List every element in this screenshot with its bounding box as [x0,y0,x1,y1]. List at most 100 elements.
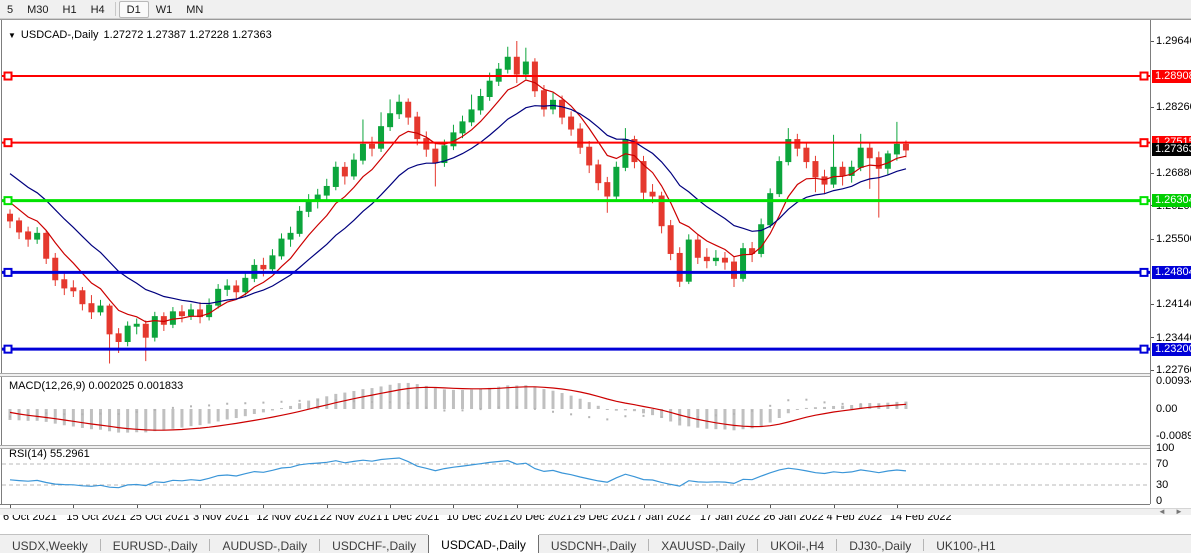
horizontal-scrollbar[interactable]: ◄ ► [0,507,1191,516]
chart-title-dropdown-icon[interactable]: ▼ [8,30,16,40]
macd-histogram-bar [225,409,229,420]
line-drag-handle[interactable] [3,71,13,81]
macd-osma-dot [461,409,464,412]
timeframe-button-m30[interactable]: M30 [27,3,49,16]
timeframe-button-d1[interactable]: D1 [118,0,149,18]
macd-histogram-bar [8,409,12,420]
tab-usdx[interactable]: USDX,Weekly [12,538,88,553]
macd-osma-dot [371,401,373,404]
timeframe-button-h4[interactable]: H4 [90,3,105,16]
pane-separator[interactable] [0,373,1150,377]
macd-osma-dot [99,412,102,415]
macd-histogram-bar [859,403,863,409]
chart-area[interactable]: ▼ USDCAD-,Daily 1.27272 1.27387 1.27228 … [0,19,1191,534]
macd-histogram-bar [813,407,817,409]
macd-histogram-bar [361,389,365,409]
date-tick [73,505,75,509]
tab-separator [757,539,759,551]
date-tick [643,505,645,509]
timeframe-button-w1[interactable]: W1 [155,3,173,16]
scroll-right-icon[interactable]: ► [1175,507,1183,516]
rsi-axis-label: 100 [1156,442,1175,455]
candle-body [459,121,466,134]
macd-osma-dot [895,404,898,407]
macd-histogram-bar [904,401,908,409]
macd-histogram-bar [35,409,39,421]
candle-body [61,279,68,289]
tab-usdcad-[interactable]: USDCAD-,Daily [428,535,539,553]
macd-histogram-bar [569,395,573,409]
macd-histogram-bar [171,409,175,429]
timeframe-button-mn[interactable]: MN [186,3,204,16]
macd-osma-dot [389,401,392,404]
macd-histogram-bar [786,409,790,414]
scroll-left-icon[interactable]: ◄ [1158,507,1166,516]
tab-xauusd-[interactable]: XAUUSD-,Daily [661,538,746,553]
macd-histogram-bar [723,409,727,430]
candle-body [812,161,819,178]
macd-histogram-bar [325,396,329,409]
line-drag-handle[interactable] [3,267,13,277]
line-drag-handle[interactable] [1139,138,1149,148]
tab-usdchf-[interactable]: USDCHF-,Daily [332,538,417,553]
candle-body [323,185,330,196]
macd-histogram-bar [587,402,591,409]
line-drag-handle[interactable] [1139,71,1149,81]
candle-body [25,231,32,240]
candle-body [486,80,493,98]
candle-body [848,166,855,176]
price-chart-canvas[interactable] [0,20,1150,528]
line-drag-handle[interactable] [1139,196,1149,206]
line-drag-handle[interactable] [3,138,13,148]
macd-signal-line [9,386,907,431]
tab-ukoil-[interactable]: UKOil-,H4 [770,538,825,553]
candle-body [432,148,439,164]
macd-histogram-bar [660,409,664,418]
timeframe-button-5[interactable]: 5 [7,3,14,16]
candle-body [115,333,122,342]
tab-uk100-[interactable]: UK100-,H1 [936,538,996,553]
macd-osma-dot [45,412,48,415]
date-tick [516,505,518,509]
candle-body [893,143,900,155]
macd-histogram-bar [651,409,655,416]
macd-histogram-bar [804,407,808,409]
line-drag-handle[interactable] [1139,267,1149,277]
tab-eurusd-[interactable]: EURUSD-,Daily [112,538,198,553]
macd-osma-dot [805,398,808,401]
line-drag-handle[interactable] [3,196,13,206]
macd-histogram-bar [135,409,139,433]
pane-separator[interactable] [0,445,1150,449]
macd-histogram-bar [270,409,274,411]
line-drag-handle[interactable] [1139,344,1149,354]
macd-histogram-bar [551,390,555,409]
macd-histogram-bar [80,409,84,428]
line-drag-handle[interactable] [3,344,13,354]
candle-body [568,116,575,130]
tab-audusd-[interactable]: AUDUSD-,Daily [222,538,308,553]
axis-tick [1151,172,1154,174]
macd-indicator-label: MACD(12,26,9) 0.002025 0.001833 [9,380,184,392]
macd-osma-dot [280,400,283,403]
candle-body [830,166,837,185]
candle-body [712,257,719,262]
candle-body [178,311,185,317]
macd-histogram-bar [750,409,754,429]
tab-dj30-[interactable]: DJ30-,Daily [849,538,912,553]
macd-osma-dot [751,409,754,412]
candle-body [52,257,59,281]
macd-histogram-bar [850,405,854,409]
macd-osma-dot [696,416,699,419]
macd-osma-dot [624,415,627,418]
candle-body [658,195,665,227]
candle-body [866,147,873,159]
price-axis-label: 1.24140 [1156,298,1191,311]
tab-usdcnh-[interactable]: USDCNH-,Daily [550,538,637,553]
timeframe-button-h1[interactable]: H1 [62,3,77,16]
current-price-badge: 1.27363 [1152,143,1191,157]
candle-body [721,257,728,263]
macd-osma-dot [190,405,192,408]
price-axis[interactable]: 1.296401.282601.268801.262001.255001.241… [1150,20,1191,504]
candle-body [88,303,95,313]
